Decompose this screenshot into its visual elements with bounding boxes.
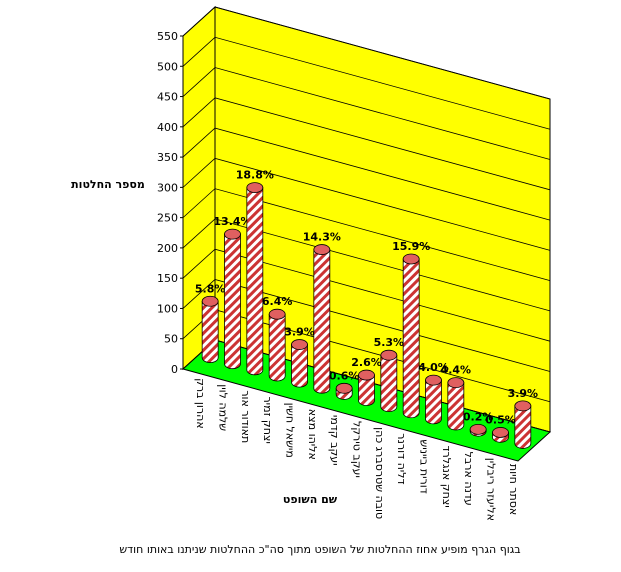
x-tick-label: תאודור אור	[239, 390, 252, 443]
x-tick-label: יצחק אנגלרד	[440, 446, 453, 508]
value-label: 13.4%	[213, 215, 251, 228]
grid-line	[182, 248, 551, 342]
x-axis-label: שם השופט	[283, 493, 338, 506]
y-tick-label: 50	[164, 333, 178, 346]
value-label: 0.6%	[329, 369, 360, 382]
value-label: 3.9%	[508, 387, 539, 400]
bar-top	[358, 369, 375, 381]
bar	[246, 182, 264, 376]
x-tick-label: אסתר חיות	[507, 464, 520, 515]
value-label: 15.9%	[392, 240, 430, 253]
bar	[268, 308, 286, 382]
y-axis-label: מספר החלטות	[71, 178, 145, 191]
bar	[358, 369, 375, 406]
bar-top	[402, 253, 420, 265]
bar	[492, 427, 509, 443]
bar	[335, 382, 353, 400]
bar-top	[469, 423, 487, 435]
value-label: 3.9%	[284, 326, 315, 339]
bar-top	[514, 400, 532, 412]
y-tick-label: 100	[157, 302, 178, 315]
bar	[224, 228, 241, 370]
bar	[425, 374, 442, 425]
y-tick-label: 400	[157, 121, 178, 134]
value-label: 4.4%	[441, 364, 472, 377]
x-tick-label: אליעזר ריבלין	[485, 458, 498, 521]
bar-top	[335, 382, 353, 394]
bar-top	[425, 374, 442, 386]
y-tick-label: 500	[157, 60, 178, 73]
grid-line	[182, 279, 551, 372]
y-tick-label: 200	[157, 242, 178, 255]
footnote: בגוף הגרף מופיע אחוז ההחלטות של השופט מת…	[119, 543, 520, 556]
x-tick-label: יצחק זמיר	[261, 396, 274, 443]
x-tick-label: דליה דורנר	[395, 433, 408, 484]
y-tick-label: 150	[157, 272, 178, 285]
bar	[402, 253, 420, 419]
x-tick-label: אליהו מצא	[306, 409, 319, 460]
bar-body	[268, 313, 286, 382]
bar-top	[201, 295, 219, 307]
bar-body	[514, 405, 532, 449]
value-label: 4.0%	[418, 361, 449, 374]
grid-line	[182, 188, 551, 282]
y-tick-label: 300	[157, 181, 178, 194]
bar-top	[268, 308, 286, 320]
bar-top	[246, 182, 264, 193]
x-tick-label: יעקב טירקל	[351, 421, 364, 478]
y-tick-label: 550	[157, 30, 178, 43]
bar-body	[447, 382, 465, 431]
value-label: 2.6%	[351, 356, 382, 369]
grid-line	[182, 6, 551, 100]
y-tick-label: 350	[157, 151, 178, 164]
bar-top	[291, 339, 308, 350]
grid-line	[182, 97, 551, 191]
bar	[201, 295, 219, 363]
value-label: 0.5%	[485, 413, 516, 426]
grid-line	[182, 127, 551, 221]
bar-top	[224, 228, 241, 240]
grid-line	[182, 36, 551, 130]
grid-line	[182, 157, 551, 251]
bar-body	[380, 354, 398, 412]
bar-body	[313, 249, 331, 394]
x-tick-label: יעקב קדמי	[328, 415, 341, 466]
x-tick-label: דורית בייניש	[418, 439, 431, 493]
x-tick-label: עדנה ארבל	[462, 452, 475, 506]
bar	[469, 423, 487, 437]
bar-body	[201, 300, 219, 363]
x-tick-label: שלמה לוין	[217, 384, 230, 431]
x-tick-label: אהרון ברק	[194, 378, 207, 429]
value-label: 0.2%	[463, 410, 494, 423]
y-tick-label: 250	[157, 212, 178, 225]
value-label: 5.8%	[195, 282, 226, 295]
bar-top	[492, 427, 509, 438]
bar-top	[447, 377, 465, 389]
bar	[380, 349, 398, 412]
grid-line	[182, 218, 551, 312]
bar-top	[380, 349, 398, 361]
bar-top	[313, 244, 331, 255]
y-tick-label: 0	[171, 363, 178, 376]
value-label: 5.3%	[374, 336, 405, 349]
y-tick-label: 450	[157, 91, 178, 104]
bar-body	[358, 374, 375, 406]
x-tick-label: טובה שטרסברג כהן	[373, 427, 386, 519]
bar	[447, 377, 465, 431]
bar-body	[402, 258, 420, 419]
bar	[291, 339, 308, 388]
bar-body	[224, 233, 241, 370]
bar-body	[246, 187, 264, 376]
bar-body	[291, 344, 308, 388]
bar	[313, 244, 331, 394]
grid-line	[182, 67, 551, 160]
value-label: 6.4%	[262, 295, 293, 308]
bar	[514, 400, 532, 449]
value-label: 14.3%	[303, 231, 341, 244]
x-tick-label: מישאל חשין	[284, 403, 297, 458]
bar-body	[425, 379, 442, 425]
value-label: 18.8%	[236, 169, 274, 182]
